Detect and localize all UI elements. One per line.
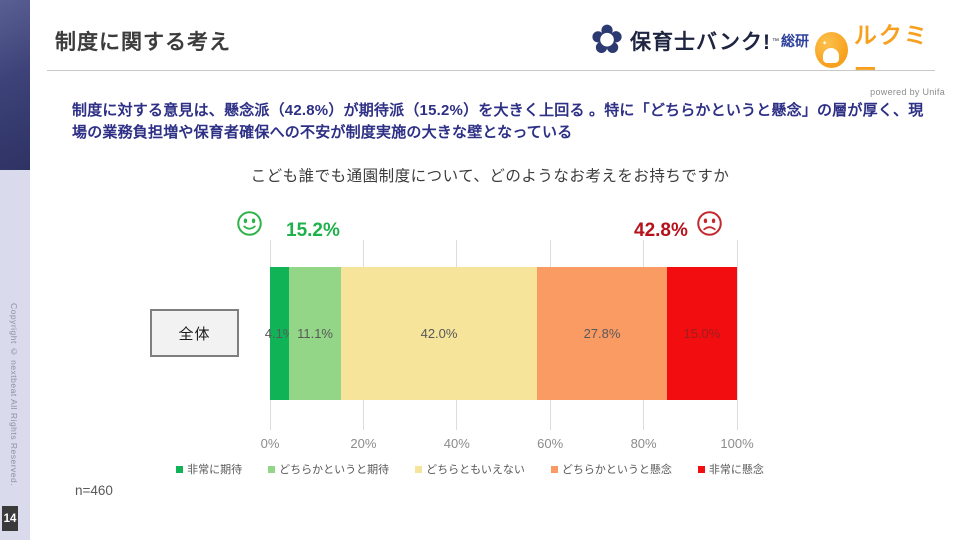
segment-value-label: 42.0% [420,326,458,341]
segment-value-label: 4.1% [264,326,295,341]
legend-label: どちらかというと期待 [279,464,390,476]
legend-label: 非常に懸念 [708,464,764,476]
x-tick-label: 60% [537,436,564,451]
lookmee-logo: ✦ ルクミー powered by Unifa [815,16,945,97]
bar-segment-3: 27.8% [537,267,667,400]
segment-value-label: 11.1% [297,326,333,341]
x-tick-label: 40% [443,436,470,451]
page-title: 制度に関する考え [55,31,231,54]
legend-swatch-icon [268,465,276,473]
sakura-flower-icon: ✿ ★ [590,18,624,62]
lookmee-person-icon: ✦ [815,32,848,68]
sad-face-icon [697,211,722,236]
page-number-badge: 14 [2,506,18,531]
concern-total-label: 42.8% [634,220,688,241]
copyright-text: Copyright © nextbeat All Rights Reserved… [9,303,19,487]
x-tick-label: 20% [350,436,377,451]
summary-text: 制度に対する意見は、懸念派（42.8%）が期待派（15.2%）を大きく上回る 。… [72,102,924,141]
legend-item-3: どちらかというと懸念 [550,461,672,477]
sample-size-label: n=460 [75,483,113,498]
x-tick-label: 80% [630,436,657,451]
legend-swatch-icon [415,465,423,473]
sidebar-lavender-bar [0,170,30,540]
plot-area: 4.1% 11.1% 42.0% 27.8% 15.0% [265,240,738,430]
legend-swatch-icon [550,465,558,473]
gridline-100% [736,240,738,430]
legend-item-1: どちらかというと期待 [268,461,389,477]
bar-segment-4: 15.0% [666,267,737,400]
row-label-box: 全体 [150,309,239,357]
legend-item-4: 非常に懸念 [697,461,764,477]
legend-label: どちらかというと懸念 [561,464,672,476]
hoikushi-bank-logo: ✿ ★ 保育士バンク! ™ 総研 [586,20,809,62]
chart-question-title: こども誰でも通園制度について、どのようなお考えをお持ちですか [250,168,730,185]
bar-segment-0: 4.1% [265,267,294,400]
lookmee-wordmark: ルクミー [853,22,929,82]
legend-swatch-icon [697,465,705,473]
stacked-bar: 4.1% 11.1% 42.0% 27.8% 15.0% [265,267,737,400]
expect-total-label: 15.2% [286,220,340,241]
happy-face-icon [237,211,262,236]
segment-value-label: 15.0% [683,326,721,341]
legend-item-0: 非常に期待 [176,461,242,477]
sparkle-icon: ✦ [822,41,828,47]
bar-segment-2: 42.0% [340,267,538,400]
sidebar-accent-bar [0,0,30,170]
person-silhouette [823,48,840,63]
star-icon: ★ [602,35,612,48]
x-tick-label: 0% [260,436,280,451]
x-tick-label: 100% [720,436,754,451]
powered-by-unifa-label: powered by Unifa [870,87,945,97]
header-divider [47,70,935,71]
trademark-symbol: ™ [772,37,780,45]
chart-legend: 非常に期待 どちらかというと期待 どちらともいえない どちらかというと懸念 非常に懸念 [150,461,790,477]
x-axis: 0% 20% 40% 60% 80% 100% [261,436,754,452]
souken-label: 総研 [781,33,810,49]
legend-label: どちらともいえない [426,464,525,476]
legend-item-2: どちらともいえない [415,461,525,477]
legend-swatch-icon [176,465,184,473]
bar-segment-1: 11.1% [289,267,341,400]
hoikushi-bank-wordmark: 保育士バンク! [630,31,772,54]
legend-label: 非常に期待 [187,464,243,476]
segment-value-label: 27.8% [583,326,621,341]
